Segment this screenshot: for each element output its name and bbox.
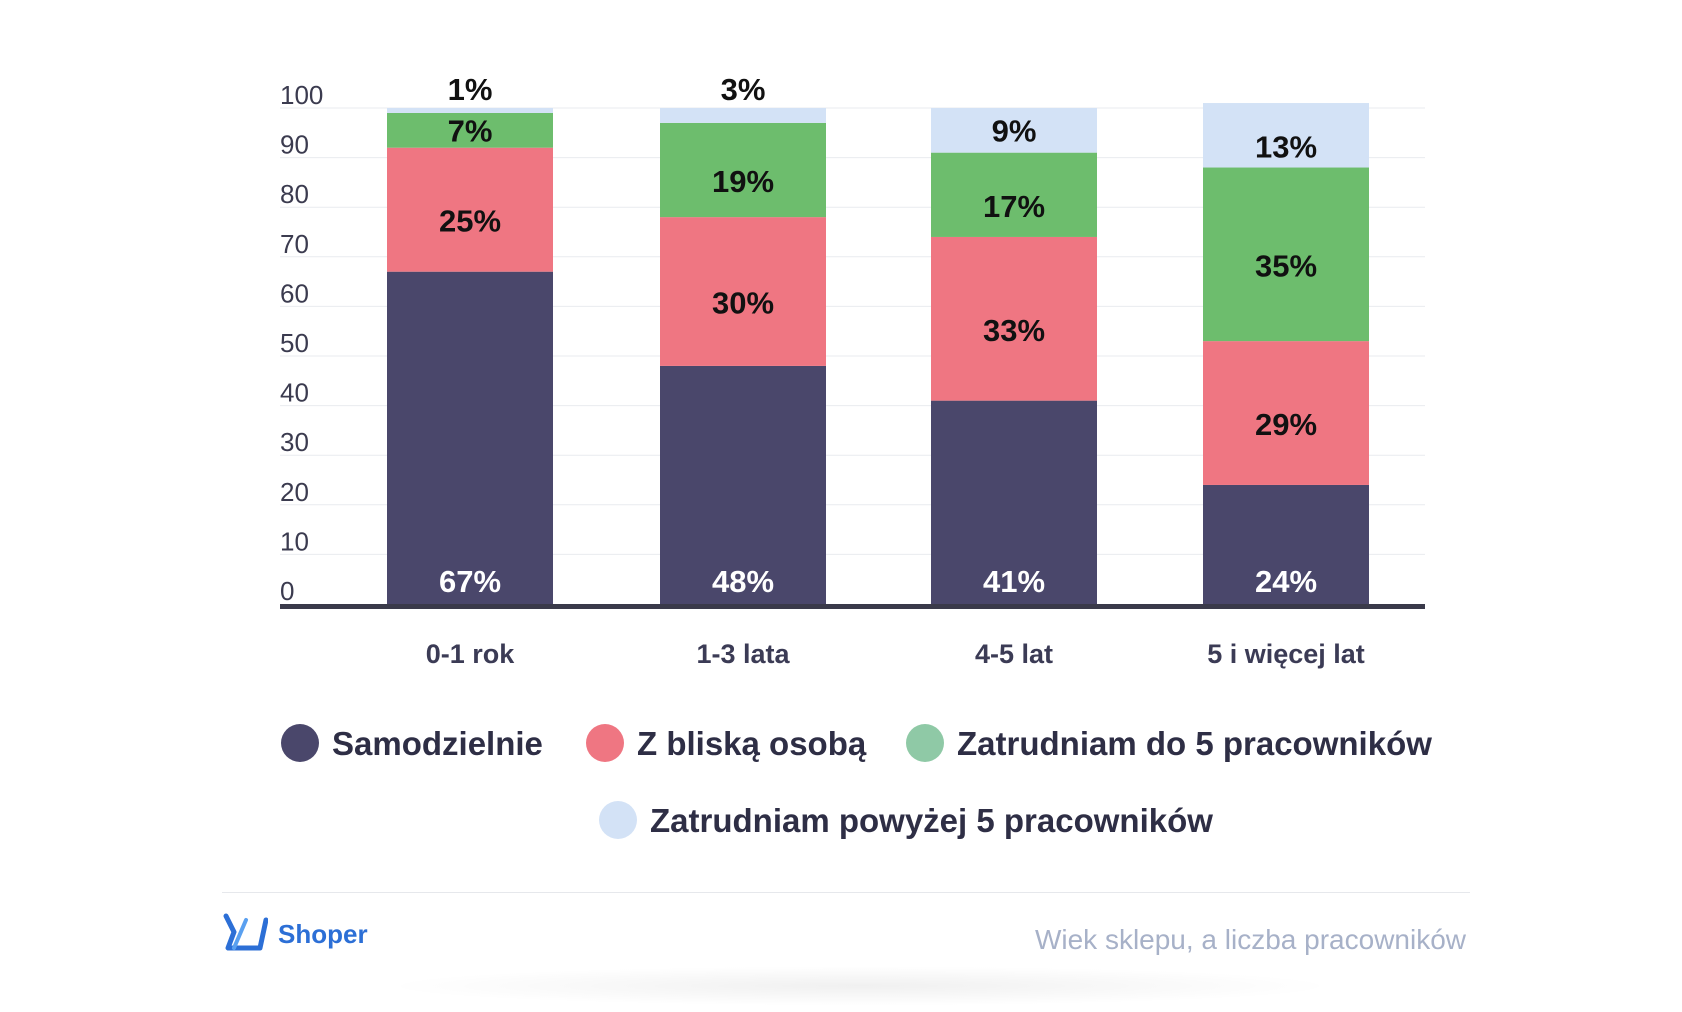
y-axis-ticks: 0 10 20 30 40 50 60 70 80 90 100: [280, 80, 323, 606]
y-tick-label: 50: [280, 328, 309, 358]
data-label: 48%: [712, 564, 774, 599]
bar-segment: [931, 236, 1097, 401]
data-label: 35%: [1255, 248, 1317, 283]
data-label: 19%: [712, 164, 774, 199]
bars: 67% 25% 7% 1% 48% 30% 19% 3% 41% 33% 17% 9% 24% 29% 35…: [280, 72, 1425, 609]
bar-segment: [1203, 103, 1369, 168]
data-label: 3%: [721, 72, 766, 107]
bar-segment: [387, 271, 553, 604]
bar-segment: [660, 217, 826, 366]
data-label: 7%: [448, 113, 493, 148]
y-tick-label: 10: [280, 526, 309, 556]
legend-item[interactable]: Zatrudniam do 5 pracowników: [906, 724, 1432, 762]
data-label: 33%: [983, 313, 1045, 348]
x-category-label: 5 i więcej lat: [1207, 639, 1365, 669]
stacked-bar-chart: 67% 25% 7% 1% 48% 30% 19% 3% 41% 33% 17% 9% 24% 29% 35…: [280, 72, 1432, 839]
bar-segment: [387, 147, 553, 272]
y-tick-label: 60: [280, 278, 309, 308]
data-label: 24%: [1255, 564, 1317, 599]
data-label: 1%: [448, 72, 493, 107]
bar-segment: [387, 112, 553, 148]
y-tick-label: 0: [280, 576, 294, 606]
bar-segment: [660, 122, 826, 218]
y-tick-label: 90: [280, 130, 309, 160]
y-tick-label: 70: [280, 229, 309, 259]
bar-segment: [1203, 484, 1369, 604]
bar-segment: [931, 152, 1097, 237]
data-label: 41%: [983, 564, 1045, 599]
legend: Samodzielnie Z bliską osobą Zatrudniam do …: [281, 724, 1432, 839]
legend-label: Samodzielnie: [332, 725, 543, 762]
data-label: 67%: [439, 564, 501, 599]
data-label: 17%: [983, 189, 1045, 224]
legend-label: Z bliską osobą: [637, 725, 867, 762]
x-axis-categories: 0-1 rok 1-3 lata 4-5 lat 5 i więcej lat: [426, 639, 1365, 669]
shoper-logo-icon: [223, 913, 268, 951]
footer-divider: [222, 892, 1470, 893]
legend-marker: [281, 724, 319, 762]
bar-segment: [660, 108, 826, 123]
legend-marker: [599, 801, 637, 839]
data-label: 29%: [1255, 407, 1317, 442]
y-tick-label: 20: [280, 477, 309, 507]
legend-label: Zatrudniam do 5 pracowników: [957, 725, 1432, 762]
bar-segment: [387, 108, 553, 113]
data-label: 30%: [712, 286, 774, 321]
y-tick-label: 40: [280, 378, 309, 408]
brand-name: Shoper: [278, 918, 368, 949]
x-category-label: 1-3 lata: [696, 639, 790, 669]
legend-item[interactable]: Zatrudniam powyżej 5 pracowników: [599, 801, 1213, 839]
data-label: 13%: [1255, 129, 1317, 164]
data-label: 25%: [439, 204, 501, 239]
x-category-label: 4-5 lat: [975, 639, 1053, 669]
x-category-label: 0-1 rok: [426, 639, 516, 669]
y-tick-label: 80: [280, 179, 309, 209]
shoper-brand[interactable]: Shoper: [220, 912, 368, 956]
bar-segment: [1203, 341, 1369, 485]
bottom-shadow: [380, 966, 1340, 1006]
y-tick-label: 100: [280, 80, 323, 110]
bar-segment: [1203, 167, 1369, 342]
data-label: 9%: [992, 113, 1037, 148]
legend-item[interactable]: Samodzielnie: [281, 724, 543, 762]
legend-label: Zatrudniam powyżej 5 pracowników: [650, 802, 1213, 839]
legend-marker: [586, 724, 624, 762]
bar-segment: [660, 365, 826, 604]
legend-item[interactable]: Z bliską osobą: [586, 724, 867, 762]
x-axis-line: [280, 604, 1425, 609]
chart-caption: Wiek sklepu, a liczba pracowników: [1034, 924, 1466, 955]
y-tick-label: 30: [280, 427, 309, 457]
bar-segment: [931, 400, 1097, 604]
bar-segment: [931, 108, 1097, 153]
legend-marker: [906, 724, 944, 762]
